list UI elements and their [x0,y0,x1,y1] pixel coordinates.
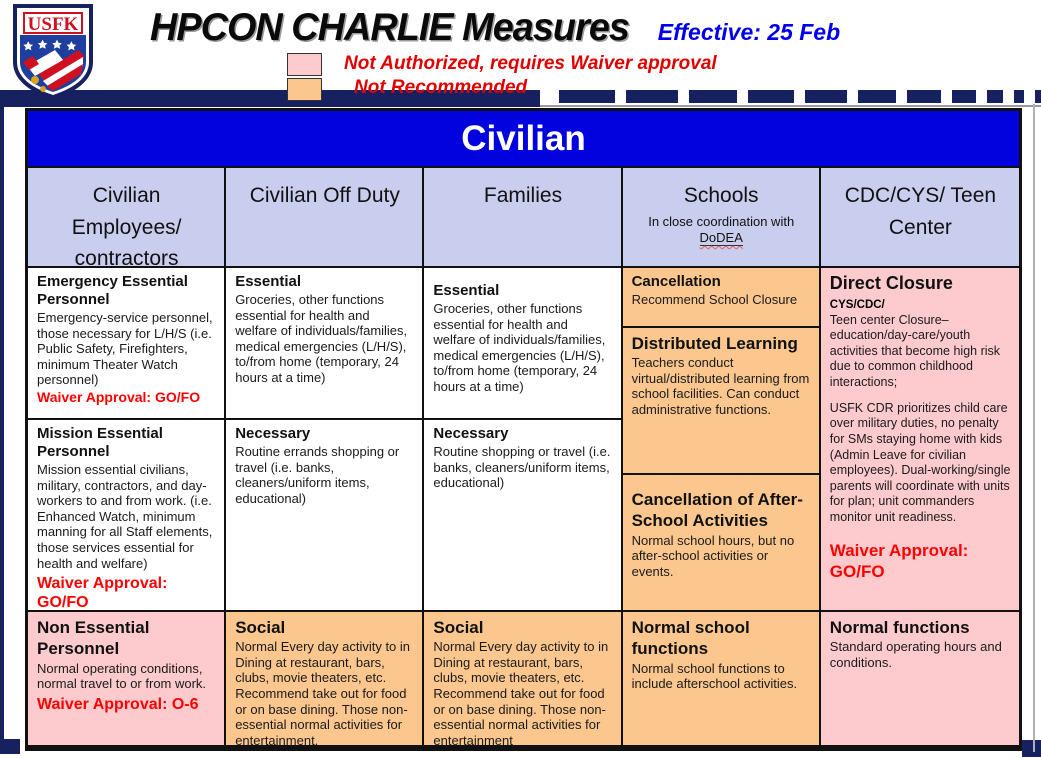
cell-schools-cancellation: Cancellation Recommend School Closure [622,268,821,328]
cell-heading: Cancellation [631,273,721,290]
cell-families-social: Social Normal Every day activity to in D… [424,612,623,745]
cell-schools-normal-functions: Normal school functions Normal school fu… [622,612,821,745]
table-banner-civilian: Civilian [28,111,1019,168]
cell-body: Normal operating conditions, normal trav… [37,660,207,692]
cell-heading: Non Essential Personnel [37,618,150,659]
not-authorized-label: Not Authorized, requires Waiver approval [344,53,717,74]
cell-body: Recommend School Closure [631,292,798,307]
cell-heading: Emergency Essential Personnel [37,273,188,308]
slide-left-border [0,100,4,745]
cell-cdc-direct-closure: Direct Closure CYS/CDC/ Teen center Clos… [820,268,1019,612]
not-recommended-label: Not Recommended [354,77,528,98]
waiver-note: Waiver Approval: O-6 [37,695,199,713]
usfk-shield-logo: USFK [13,4,93,100]
cell-body: Standard operating hours and conditions. [829,639,1002,670]
cell-heading: Essential [235,273,302,290]
waiver-note: Waiver Approval: GO/FO [829,540,969,581]
schools-subtitle: In close coordination with DoDEA [648,213,795,246]
cell-heading: Mission Essential Personnel [37,425,163,460]
legend-row-not-recommended: Not Recommended [287,76,717,101]
cell-families-necessary: Necessary Routine shopping or travel (i.… [424,420,623,612]
cell-body: Groceries, other functions essential for… [235,292,408,385]
effective-date: Effective: 25 Feb [657,19,841,45]
cell-heading: Normal school functions [631,618,750,659]
cell-heading: Necessary [433,425,509,442]
cell-body: Normal school hours, but no after-school… [631,532,795,579]
header-divider-bar [0,90,540,107]
cell-heading: Necessary [235,425,311,442]
cell-heading: Cancellation of After-School Activities [631,490,803,531]
waiver-note: Waiver Approval: GO/FO [37,388,201,405]
page-title: HPCON CHARLIE Measures [150,6,630,49]
dodea-link[interactable]: DoDEA [699,229,743,246]
column-header-civilian-employees: Civilian Employees/ contractors [28,168,227,268]
column-header-schools: Schools In close coordination with DoDEA [622,168,821,268]
cell-non-essential-personnel: Non Essential Personnel Normal operating… [28,612,227,745]
column-title: Families [483,184,563,207]
waiver-note: Waiver Approval: GO/FO [37,575,168,612]
cell-body: Normal Every day activity to in Dining a… [235,639,411,745]
cell-heading: Social [235,618,286,637]
cell-off-duty-essential: Essential Groceries, other functions ess… [226,268,425,420]
column-header-families: Families [424,168,623,268]
cell-body: Teachers conduct virtual/distributed lea… [631,355,810,418]
cell-body-2: USFK CDR prioritizes child care over mil… [829,400,1011,525]
header: HPCON CHARLIE Measures Effective: 25 Feb [150,6,1030,50]
cell-body: Mission essential civilians, military, c… [37,462,213,571]
column-title: Schools [683,184,759,207]
cell-body: Normal Every day activity to in Dining a… [433,639,609,745]
cell-body: Teen center Closure–education/day-care/y… [829,312,1001,390]
cell-families-essential: Essential Groceries, other functions ess… [424,268,623,420]
cell-schools-distributed-learning: Distributed Learning Teachers conduct vi… [622,328,821,475]
slide-corner-left [0,739,20,754]
cell-body: Routine errands shopping or travel (i.e.… [235,444,400,506]
cell-mission-essential-personnel: Mission Essential Personnel Mission esse… [28,420,227,612]
header-divider-dashes [540,90,1041,107]
not-recommended-swatch [287,78,322,101]
cell-heading: Normal functions [829,618,970,637]
column-title: Civilian Off Duty [249,184,400,207]
cell-off-duty-social: Social Normal Every day activity to in D… [226,612,425,745]
cell-heading: Distributed Learning [631,334,798,353]
cell-body: Emergency-service personnel, those neces… [37,310,213,388]
logo-gold-detail [31,76,39,84]
cell-body: Groceries, other functions essential for… [433,301,606,394]
slide-corner-right [1022,740,1041,757]
column-header-civilian-off-duty: Civilian Off Duty [226,168,425,268]
cell-heading: Social [433,618,484,637]
column-title: Civilian Employees/ contractors [71,184,182,268]
cell-body: Routine shopping or travel (i.e. banks, … [433,444,611,491]
not-authorized-swatch [287,52,322,76]
civilian-measures-table: Civilian Civilian Employees/ contractors… [25,108,1022,751]
cell-off-duty-necessary: Necessary Routine errands shopping or tr… [226,420,425,612]
column-title: CDC/CYS/ Teen Center [844,184,997,239]
cell-emergency-essential-personnel: Emergency Essential Personnel Emergency-… [28,268,227,420]
cell-cdc-normal-functions: Normal functions Standard operating hour… [820,612,1019,745]
legend-row-not-authorized: Not Authorized, requires Waiver approval [287,52,717,76]
cell-heading: Direct Closure [829,273,953,293]
cell-body: Normal school functions to include after… [631,660,798,692]
column-header-cdc-cys-teen-center: CDC/CYS/ Teen Center [820,168,1019,268]
logo-stars [23,39,77,51]
cell-schools-cancellation-after-school: Cancellation of After-School Activities … [622,475,821,612]
logo-stripes [23,50,85,91]
slide-right-border [1033,104,1035,752]
legend: Not Authorized, requires Waiver approval… [287,52,717,101]
svg-text:USFK: USFK [28,14,79,35]
cell-heading-suffix: CYS/CDC/ [829,298,885,311]
cell-heading: Essential [433,282,500,299]
